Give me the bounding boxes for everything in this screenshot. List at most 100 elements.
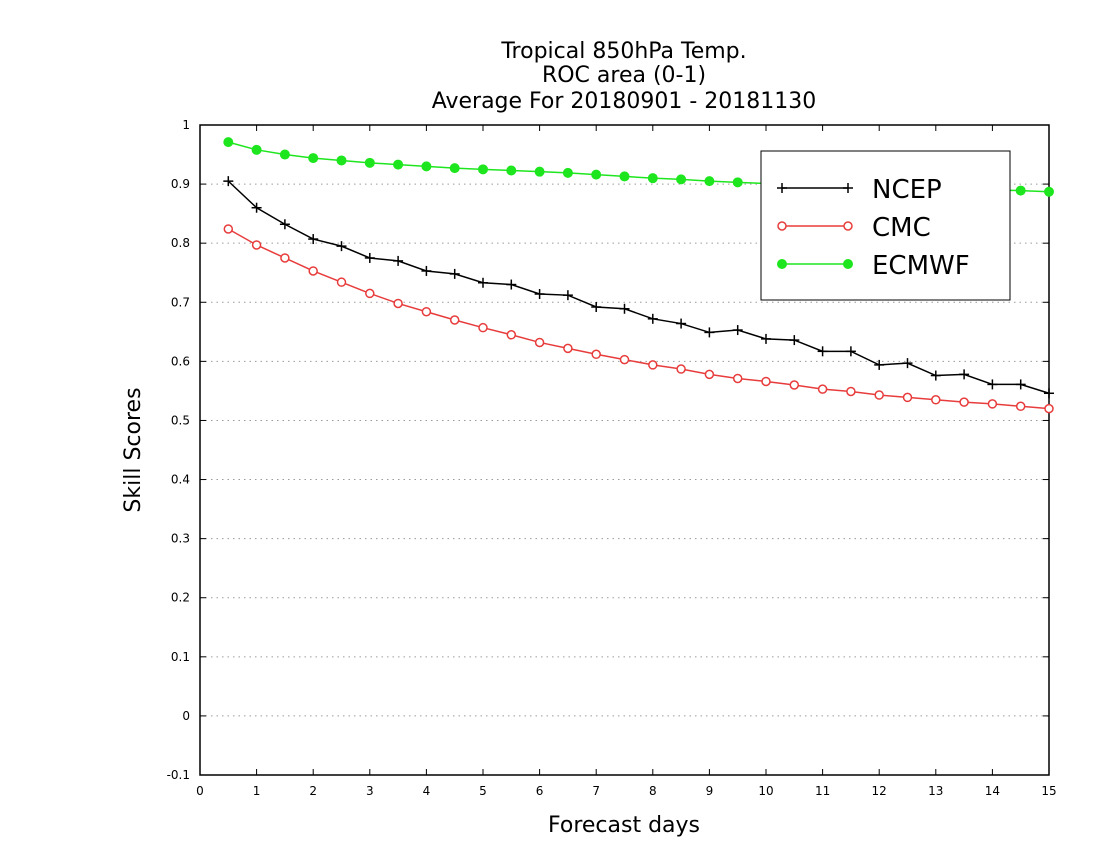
data-point-cmc	[648, 360, 658, 370]
x-tick-label: 0	[196, 784, 204, 798]
data-point-cmc	[1015, 401, 1026, 412]
legend-marker-ncep	[843, 183, 853, 193]
chart-title-line-1: Tropical 850hPa Temp.	[500, 39, 746, 64]
legend-label-ecmwf: ECMWF	[872, 251, 970, 281]
data-point-ncep	[845, 346, 856, 357]
y-tick-label: 0	[182, 709, 190, 723]
y-axis-ticks: -0.1 0 0.1 0.2 0.3 0.4 0.5 0.6 0.7 0.8 0.9 1	[167, 118, 1049, 782]
data-point-ecmwf	[591, 169, 602, 180]
data-point-ncep	[449, 268, 460, 279]
data-point-ecmwf	[279, 149, 290, 160]
data-point-ncep	[761, 333, 771, 344]
data-point-cmc	[534, 337, 545, 348]
legend-marker-ncep	[777, 183, 787, 193]
x-tick-label: 2	[309, 784, 317, 798]
data-point-cmc	[478, 322, 488, 333]
data-point-ncep	[959, 369, 970, 380]
data-point-ecmwf	[393, 159, 404, 170]
chart-title-line-2: ROC area (0-1)	[542, 63, 706, 88]
x-tick-label: 8	[649, 784, 657, 798]
data-point-ecmwf	[364, 157, 375, 168]
data-point-ncep	[1015, 379, 1026, 390]
x-tick-label: 4	[423, 784, 431, 798]
x-tick-label: 13	[928, 784, 943, 798]
data-point-cmc	[732, 373, 743, 384]
data-point-ncep	[676, 318, 687, 329]
data-point-ncep	[647, 313, 658, 324]
y-tick-label: 0.4	[171, 473, 190, 487]
legend-item-ecmwf: ECMWF	[777, 251, 970, 281]
chart-title-line-3: Average For 20180901 - 20181130	[432, 89, 817, 114]
series-ncep	[223, 176, 1054, 399]
data-point-cmc	[959, 397, 969, 407]
data-point-ecmwf	[478, 164, 488, 175]
legend-item-ncep: NCEP	[777, 175, 942, 205]
y-tick-label: 0.2	[171, 591, 190, 605]
data-point-ecmwf	[308, 153, 319, 164]
data-point-cmc	[223, 224, 234, 234]
data-point-cmc	[874, 390, 884, 400]
x-tick-label: 15	[1041, 784, 1056, 798]
legend: NCEP CMC ECMWF	[760, 150, 1011, 301]
data-point-ncep	[478, 277, 488, 288]
data-point-ncep	[874, 359, 885, 370]
y-tick-label: 0.3	[171, 532, 190, 546]
data-point-ecmwf	[336, 155, 347, 166]
data-point-ecmwf	[506, 165, 517, 176]
data-point-cmc	[336, 277, 347, 287]
y-tick-label: 0.7	[171, 295, 190, 309]
plot-frame	[199, 124, 1050, 776]
data-point-cmc	[789, 380, 800, 390]
y-tick-label: -0.1	[167, 768, 190, 782]
data-point-cmc	[563, 343, 573, 354]
chart-title-group: Tropical 850hPa Temp. ROC area (0-1) Ave…	[432, 39, 817, 114]
x-tick-label: 12	[872, 784, 887, 798]
y-tick-label: 0.8	[171, 236, 190, 250]
data-point-cmc	[676, 364, 686, 374]
data-point-ncep	[506, 279, 517, 290]
data-point-ncep	[619, 303, 630, 314]
data-point-ecmwf	[704, 176, 715, 187]
data-point-ecmwf	[732, 177, 743, 188]
data-point-ncep	[591, 302, 602, 312]
data-point-ncep	[223, 176, 234, 187]
data-point-ecmwf	[1015, 185, 1026, 196]
data-point-cmc	[421, 306, 432, 317]
legend-item-cmc: CMC	[777, 213, 931, 243]
legend-marker-ecmwf	[843, 259, 853, 269]
data-point-ncep	[308, 234, 319, 245]
data-point-cmc	[251, 240, 262, 250]
data-point-cmc	[393, 298, 403, 309]
x-axis-ticks: 0 1 2 3 4 5 6 7 8 9 10 11 12 13 14 15	[196, 125, 1057, 798]
x-tick-label: 1	[253, 784, 261, 798]
x-tick-label: 9	[706, 784, 714, 798]
data-point-ncep	[1044, 388, 1054, 399]
data-point-cmc	[902, 392, 913, 403]
data-point-cmc	[817, 384, 828, 394]
series-line-ncep	[227, 180, 1050, 394]
data-point-cmc	[591, 349, 601, 360]
legend-marker-cmc	[777, 221, 787, 231]
data-point-ncep	[393, 255, 404, 266]
x-tick-label: 7	[592, 784, 600, 798]
y-tick-label: 1	[182, 118, 190, 132]
data-point-ecmwf	[562, 167, 573, 178]
data-point-ncep	[562, 290, 573, 301]
data-point-ecmwf	[421, 161, 432, 172]
data-point-cmc	[704, 369, 715, 380]
data-point-cmc	[761, 376, 771, 387]
y-axis-label: Skill Scores	[121, 387, 146, 512]
x-tick-label: 5	[479, 784, 487, 798]
data-point-cmc	[506, 330, 517, 340]
data-point-ncep	[279, 219, 290, 230]
data-point-ncep	[704, 327, 715, 338]
data-point-cmc	[931, 395, 941, 405]
series-cmc	[223, 224, 1054, 414]
x-tick-label: 11	[815, 784, 830, 798]
data-point-cmc	[1044, 403, 1054, 414]
data-point-ncep	[421, 265, 432, 276]
data-point-ncep	[817, 346, 828, 357]
data-point-ncep	[534, 289, 545, 299]
y-tick-label: 0.6	[171, 354, 190, 368]
